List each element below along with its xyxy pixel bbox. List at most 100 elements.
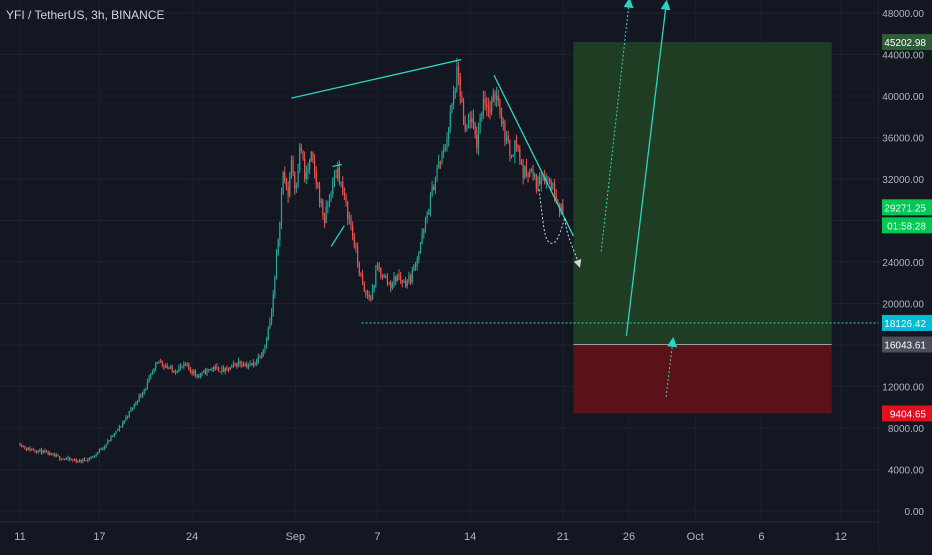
candle-body <box>317 183 319 187</box>
candle-body <box>449 112 451 128</box>
candle-body <box>464 122 466 130</box>
drawings[interactable] <box>291 0 879 397</box>
candle-body <box>261 353 263 358</box>
candle-body <box>221 367 223 373</box>
candle-body <box>474 122 476 135</box>
projected-dip-path[interactable] <box>538 189 582 268</box>
candle-body <box>381 275 384 278</box>
candle-body <box>525 166 528 174</box>
candle-body <box>75 460 77 462</box>
candle-body <box>325 206 327 224</box>
candle-body <box>320 200 322 204</box>
candle-body <box>196 374 198 377</box>
candle-body <box>208 368 210 370</box>
loss-zone[interactable] <box>573 344 832 414</box>
candle-body <box>510 155 513 157</box>
profit-zone[interactable] <box>573 42 832 345</box>
x-tick-label[interactable]: 7 <box>374 531 380 543</box>
entry-price-label-bg <box>882 336 932 353</box>
candle-body <box>457 66 460 77</box>
x-tick-label[interactable]: 14 <box>464 531 476 543</box>
candle-body <box>363 282 365 291</box>
candle-body <box>213 367 215 370</box>
candle-body <box>520 159 523 165</box>
candle-body <box>461 96 463 103</box>
candle-body <box>469 120 471 123</box>
candle-body <box>72 459 74 461</box>
candle-body <box>287 186 289 196</box>
candle-body <box>103 446 106 449</box>
candle-body <box>443 149 445 153</box>
candle-body <box>80 459 82 462</box>
upper-resistance-line[interactable] <box>291 59 462 99</box>
candle-body <box>505 136 508 141</box>
candle-body <box>530 169 532 172</box>
descending-resistance-line[interactable] <box>493 74 575 237</box>
candle-body <box>431 186 433 196</box>
candle-body <box>88 458 91 460</box>
candle-body <box>340 181 342 183</box>
candle-body <box>342 181 344 193</box>
price-axis-labels: 45202.98 29271.25 01:58:28 18126.42 16043.61… <box>882 34 932 422</box>
candle-body <box>211 367 213 370</box>
candle-body <box>481 113 483 117</box>
countdown-label-bg <box>882 217 932 234</box>
entry-rebound-path[interactable] <box>665 336 678 397</box>
candle-body <box>406 280 408 286</box>
candle-body <box>117 429 119 431</box>
candle-body <box>433 186 435 191</box>
price-axis[interactable] <box>879 0 932 550</box>
candle-body <box>183 363 185 367</box>
x-tick-label[interactable]: Sep <box>286 531 306 543</box>
candle-body <box>323 214 326 224</box>
flag-top-line[interactable] <box>332 163 342 168</box>
candle-body <box>34 450 36 452</box>
candle-body <box>343 192 345 195</box>
candle-body <box>280 193 283 223</box>
symbol-title[interactable]: YFI / TetherUS, 3h, BINANCE <box>6 8 165 22</box>
x-tick-label[interactable]: 12 <box>835 531 847 543</box>
candle-body <box>497 95 499 101</box>
candle-body <box>444 146 446 150</box>
time-axis-ticks[interactable]: 11 17 24 Sep 7 14 21 26 Oct 6 12 <box>14 531 847 543</box>
candle-body <box>170 366 172 369</box>
x-tick-label[interactable]: Oct <box>687 531 704 543</box>
candle-body <box>467 120 470 128</box>
candle-body <box>352 225 354 236</box>
candle-body <box>110 436 112 441</box>
candle-body <box>353 235 355 247</box>
candle-body <box>85 460 87 462</box>
candle-body <box>93 456 96 458</box>
candle-body <box>421 233 423 245</box>
x-tick-label[interactable]: 21 <box>557 531 569 543</box>
candle-body <box>419 244 422 252</box>
candle-body <box>27 447 29 451</box>
x-tick-label[interactable]: 24 <box>186 531 198 543</box>
candle-body <box>270 312 273 322</box>
candle-body <box>264 345 266 351</box>
candle-body <box>198 376 200 378</box>
candle-body <box>126 416 129 418</box>
candle-body <box>408 275 410 281</box>
flag-line[interactable] <box>330 225 345 247</box>
candle-body <box>45 451 48 453</box>
candle-body <box>555 196 557 201</box>
candle-body <box>386 277 389 283</box>
x-tick-label[interactable]: 6 <box>758 531 764 543</box>
bullish-projection-arrow[interactable] <box>625 0 671 336</box>
position-zones[interactable] <box>573 42 832 414</box>
x-tick-label[interactable]: 17 <box>93 531 105 543</box>
x-tick-label[interactable]: 26 <box>623 531 635 543</box>
x-tick-label[interactable]: 11 <box>14 531 25 543</box>
candle-body <box>145 388 147 390</box>
alternate-rally-path[interactable] <box>600 0 634 252</box>
candle-body <box>451 103 453 113</box>
y-tick-label: 40000.00 <box>882 92 924 103</box>
candle-body <box>236 364 238 367</box>
candle-body <box>52 454 54 456</box>
candle-body <box>113 432 115 437</box>
candle-body <box>100 449 102 451</box>
candle-body <box>163 364 165 367</box>
candle-body <box>241 363 243 365</box>
